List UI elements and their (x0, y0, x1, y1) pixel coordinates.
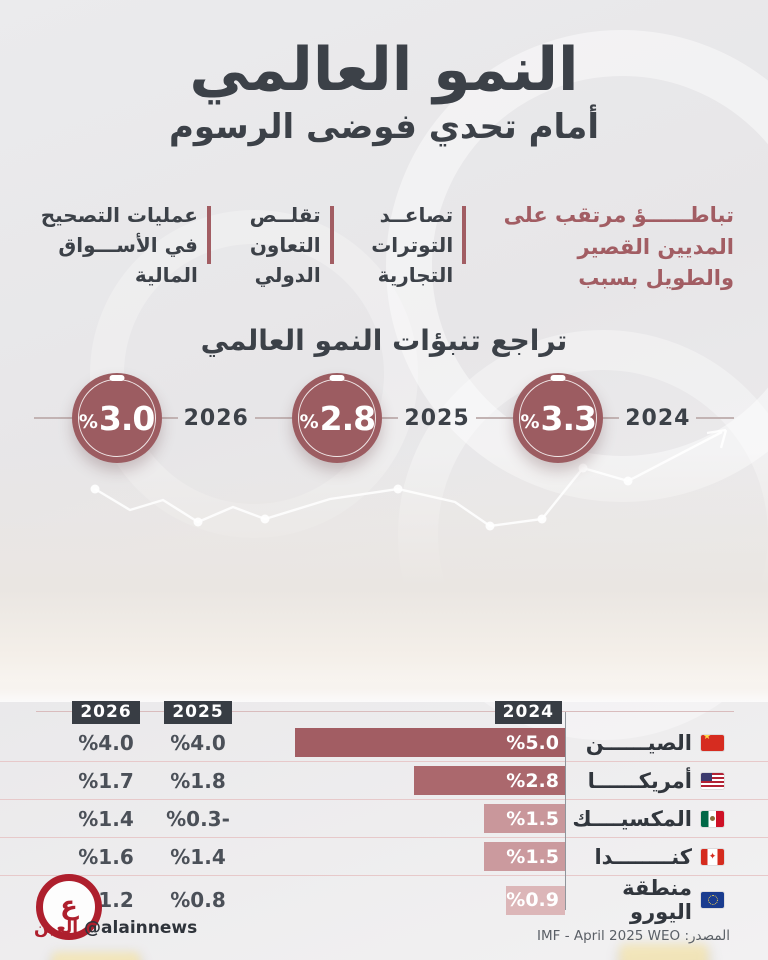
value-bar-2024: %1.5 (484, 804, 565, 833)
value-bar-2024: %5.0 (295, 728, 565, 757)
forecast-circle-2025: % 2.8 (292, 373, 383, 463)
forecast-value: 3.3 (540, 398, 596, 438)
handle-text: @alainnews (84, 918, 198, 938)
cause-item-market-corrections: عمليات التصحيح في الأســـواق المالية (34, 200, 211, 290)
value-2026: %1.7 (78, 768, 134, 793)
value-2025: %0.3- (166, 806, 230, 831)
table-row-mexico: %1.4 %0.3- %1.5 المكسيــــك (0, 800, 768, 838)
table-row-canada: %1.6 %1.4 %1.5 كنــــــــدا (0, 838, 768, 876)
connector-line (254, 417, 293, 419)
connector-line (603, 417, 620, 419)
forecast-circle-2026: % 3.0 (71, 373, 162, 463)
cause-item-trade-tensions: تصاعــد التوترات التجارية (354, 200, 467, 290)
header: النمو العالمي أمام تحدي فوضى الرسوم (0, 36, 768, 148)
value-2025: %0.8 (170, 888, 226, 912)
forecast-heading: تراجع تنبؤات النمو العالمي (200, 324, 568, 357)
value-bar-2024: %0.9 (506, 885, 565, 915)
year-label-2025: 2025 (404, 405, 470, 431)
usa-flag-icon (701, 772, 724, 789)
eu-flag-icon (701, 892, 724, 908)
cause-label: تقلــص التعاون الدولي (249, 203, 321, 287)
connector-line (382, 417, 399, 419)
value-bar-2024: %2.8 (413, 766, 565, 795)
year-label-2024: 2024 (625, 405, 691, 431)
alain-logo: ع (36, 874, 102, 940)
logo-wordmark: العين (34, 918, 79, 938)
year-badge-2025: 2025 (164, 700, 232, 724)
cause-label: تصاعــد التوترات التجارية (371, 203, 454, 287)
country-name: منطقة اليورو (622, 876, 692, 924)
source-note: المصدر: IMF - April 2025 WEO (537, 928, 730, 944)
causes-section: تباطــــــؤ مرتقب على المديين القصير وال… (0, 200, 768, 295)
year-badge-2026: 2026 (72, 700, 140, 724)
value-2025: %1.8 (170, 768, 226, 793)
photo-percent-blocks: % % % % % % % (0, 452, 768, 960)
country-name: المكسيــــك (572, 806, 692, 831)
page-title: النمو العالمي (189, 35, 579, 105)
connector-line (34, 417, 72, 419)
connector-line (161, 417, 178, 419)
value-2026: %1.6 (78, 844, 134, 869)
page-subtitle: أمام تحدي فوضى الرسوم (168, 107, 600, 147)
value-2026: %4.0 (78, 730, 134, 755)
causes-intro-text: تباطــــــؤ مرتقب على المديين القصير وال… (503, 203, 734, 290)
cause-label: عمليات التصحيح في الأســـواق المالية (40, 203, 198, 287)
percent-sign: % (299, 410, 319, 433)
forecast-strip: % 3.0 2026 % 2.8 2025 % 3.3 2024 (0, 366, 768, 470)
forecast-value: 3.0 (98, 398, 155, 438)
cause-item-cooperation: تقلــص التعاون الدولي (231, 200, 334, 290)
table-row-eurozone: %1.2 %0.8 %0.9 منطقة اليورو (0, 876, 768, 924)
percent-sign: % (78, 410, 98, 433)
country-name: كنــــــــدا (594, 844, 692, 869)
growth-table: 2026 2025 2024 %4.0 %4.0 %5.0 الصيــــــ… (0, 700, 768, 924)
country-name: الصيــــــن (585, 730, 692, 755)
connector-line (696, 417, 735, 419)
table-header: 2026 2025 2024 (0, 700, 768, 724)
china-flag-icon (701, 734, 724, 751)
mexico-flag-icon (701, 810, 724, 827)
value-2026: %1.4 (78, 806, 134, 831)
table-row-china: %4.0 %4.0 %5.0 الصيــــــن (0, 724, 768, 762)
table-row-usa: %1.7 %1.8 %2.8 أمريكــــــا (0, 762, 768, 800)
circle-tick-icon (109, 375, 125, 381)
bar-axis-line (565, 712, 566, 910)
forecast-circle-2024: % 3.3 (513, 373, 604, 463)
value-2025: %4.0 (170, 730, 226, 755)
value-2025: %1.4 (170, 844, 226, 869)
header-line (36, 711, 734, 712)
forecast-value: 2.8 (319, 398, 376, 438)
circle-tick-icon (550, 375, 566, 381)
year-label-2026: 2026 (183, 405, 249, 431)
year-badge-2024: 2024 (494, 700, 562, 724)
social-handle: العين @alainnews (34, 918, 197, 938)
country-name: أمريكــــــا (587, 768, 692, 793)
percent-sign: % (520, 410, 540, 433)
value-bar-2024: %1.5 (484, 842, 565, 871)
connector-line (475, 417, 514, 419)
circle-tick-icon (329, 375, 345, 381)
canada-flag-icon (701, 848, 724, 865)
